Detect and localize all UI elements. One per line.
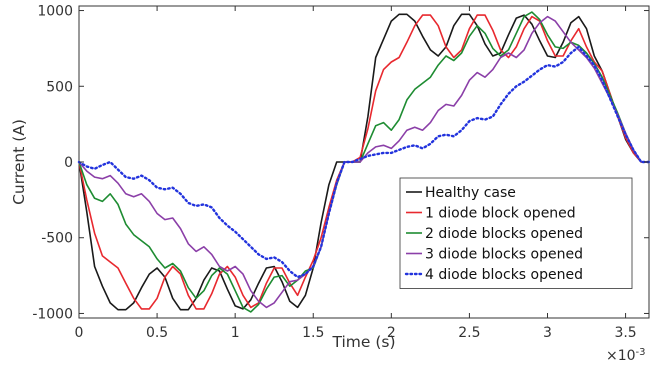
series-layer [77,11,650,313]
y-tick-label: 1000 [37,4,73,20]
x-axis-exponent-base: ×10 [606,348,636,364]
series-line-5 [77,45,650,279]
x-tick-label: 3.5 [614,325,636,341]
legend-entry-label: 3 diode blocks opened [425,247,583,263]
x-tick-label: 1 [231,325,240,341]
y-tick-label: -500 [41,231,73,247]
legend-entry-label: 4 diode blocks opened [425,267,583,283]
x-tick-label: 3 [543,325,552,341]
x-axis-label: Time (s) [331,333,395,351]
x-axis-exponent: ×10-3 [606,347,646,365]
x-tick-label: 0 [75,325,84,341]
y-tick-label: 500 [46,79,73,95]
x-tick-label: 0.5 [146,325,168,341]
legend-entry-label: Healthy case [425,185,516,201]
y-tick-label: -1000 [32,306,73,322]
x-tick-label: 2 [387,325,396,341]
x-axis-exponent-power: -3 [636,347,646,358]
series-line-1 [78,13,649,311]
y-axis-label: Current (A) [10,119,28,205]
series-line-3 [78,11,649,313]
legend: Healthy case 1 diode block opened 2 diode … [399,177,633,289]
legend-entry-label: 2 diode blocks opened [425,226,583,242]
ticks-layer: 0 0.5 1 1.5 2 2.5 3 3.5 -1000 -500 0 500 1000 [32,4,649,341]
x-tick-label: 2.5 [458,325,480,341]
y-tick-label: 0 [64,155,73,171]
x-tick-label: 1.5 [302,325,324,341]
legend-box [399,177,633,289]
legend-entry-label: 1 diode block opened [425,206,576,222]
series-line-2 [78,14,649,310]
